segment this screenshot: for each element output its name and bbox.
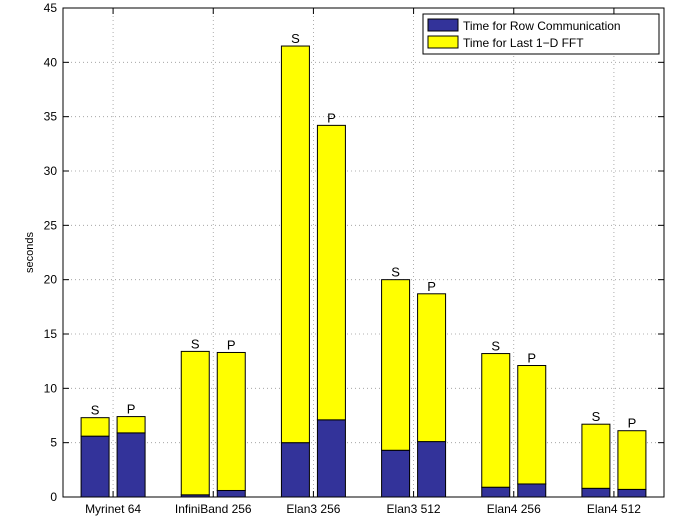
bar-label: S bbox=[291, 31, 300, 46]
bar-segment-last-fft bbox=[280, 45, 310, 444]
bar-segment-last-fft bbox=[517, 365, 547, 485]
legend: Time for Row Communication Time for Last … bbox=[422, 13, 660, 55]
bar-segment-row-communication bbox=[381, 449, 411, 498]
x-tick-label: Myrinet 64 bbox=[85, 502, 141, 516]
x-tick-label: Elan4 256 bbox=[487, 502, 541, 516]
bar-segment-last-fft bbox=[80, 417, 110, 437]
y-tick-label: 15 bbox=[44, 327, 58, 341]
bar-label: S bbox=[191, 336, 200, 351]
bar-segment-row-communication bbox=[216, 489, 246, 498]
bar-segment-row-communication bbox=[80, 435, 110, 498]
y-tick-label: 40 bbox=[44, 55, 58, 69]
bar-segment-row-communication bbox=[316, 419, 346, 498]
x-tick-label: InfiniBand 256 bbox=[175, 502, 252, 516]
bar-label: P bbox=[227, 337, 236, 352]
bar-segment-last-fft bbox=[481, 353, 511, 488]
bar-segment-last-fft bbox=[180, 350, 210, 496]
bar-segment-last-fft bbox=[417, 293, 447, 443]
bar-label: S bbox=[592, 409, 601, 424]
bar-segment-last-fft bbox=[116, 416, 146, 434]
bar-segment-last-fft bbox=[381, 279, 411, 451]
bar-segment-last-fft bbox=[316, 124, 346, 421]
y-tick-label: 5 bbox=[50, 436, 57, 450]
bar-segment-row-communication bbox=[517, 483, 547, 498]
x-tick-label: Elan3 256 bbox=[286, 502, 340, 516]
y-axis-label: seconds bbox=[24, 232, 36, 273]
y-tick-label: 10 bbox=[44, 381, 58, 395]
x-axis-ticks: Myrinet 64 InfiniBand 256 Elan3 256 Elan3 5… bbox=[85, 8, 641, 516]
x-tick-label: Elan4 512 bbox=[587, 502, 641, 516]
legend-swatch bbox=[427, 35, 459, 49]
axes-box bbox=[62, 7, 665, 498]
y-tick-label: 25 bbox=[44, 218, 58, 232]
bar-label: P bbox=[527, 351, 536, 366]
bar-label: S bbox=[91, 403, 100, 418]
legend-entry: Time for Row Communication bbox=[463, 19, 621, 33]
bar-segment-last-fft bbox=[216, 351, 246, 491]
bar-label: P bbox=[628, 416, 637, 431]
bar-label: S bbox=[391, 265, 400, 280]
y-tick-label: 45 bbox=[44, 1, 58, 15]
bar-label: P bbox=[327, 110, 336, 125]
y-axis-ticks: 0 5 10 15 20 25 30 35 40 45 bbox=[44, 1, 664, 504]
bar-segment-last-fft bbox=[581, 423, 611, 489]
y-tick-label: 0 bbox=[50, 490, 57, 504]
legend-box bbox=[422, 13, 660, 55]
legend-swatch bbox=[427, 18, 459, 32]
bar-segment-row-communication bbox=[617, 488, 647, 498]
bar-segment-row-communication bbox=[581, 487, 611, 498]
bar-segment-row-communication bbox=[481, 486, 511, 498]
bar-label: P bbox=[127, 402, 136, 417]
grid-lines bbox=[63, 8, 664, 497]
bar-label: P bbox=[427, 279, 436, 294]
y-tick-label: 30 bbox=[44, 164, 58, 178]
legend-entry: Time for Last 1−D FFT bbox=[463, 36, 584, 50]
bars: S P S P S P S P S P S P bbox=[80, 31, 647, 498]
bar-segment-row-communication bbox=[280, 442, 310, 498]
x-tick-label: Elan3 512 bbox=[387, 502, 441, 516]
y-tick-label: 35 bbox=[44, 110, 58, 124]
bar-segment-row-communication bbox=[417, 441, 447, 498]
bar-segment-last-fft bbox=[617, 430, 647, 490]
y-tick-label: 20 bbox=[44, 273, 58, 287]
bar-label: S bbox=[491, 339, 500, 354]
bar-segment-row-communication bbox=[116, 432, 146, 498]
